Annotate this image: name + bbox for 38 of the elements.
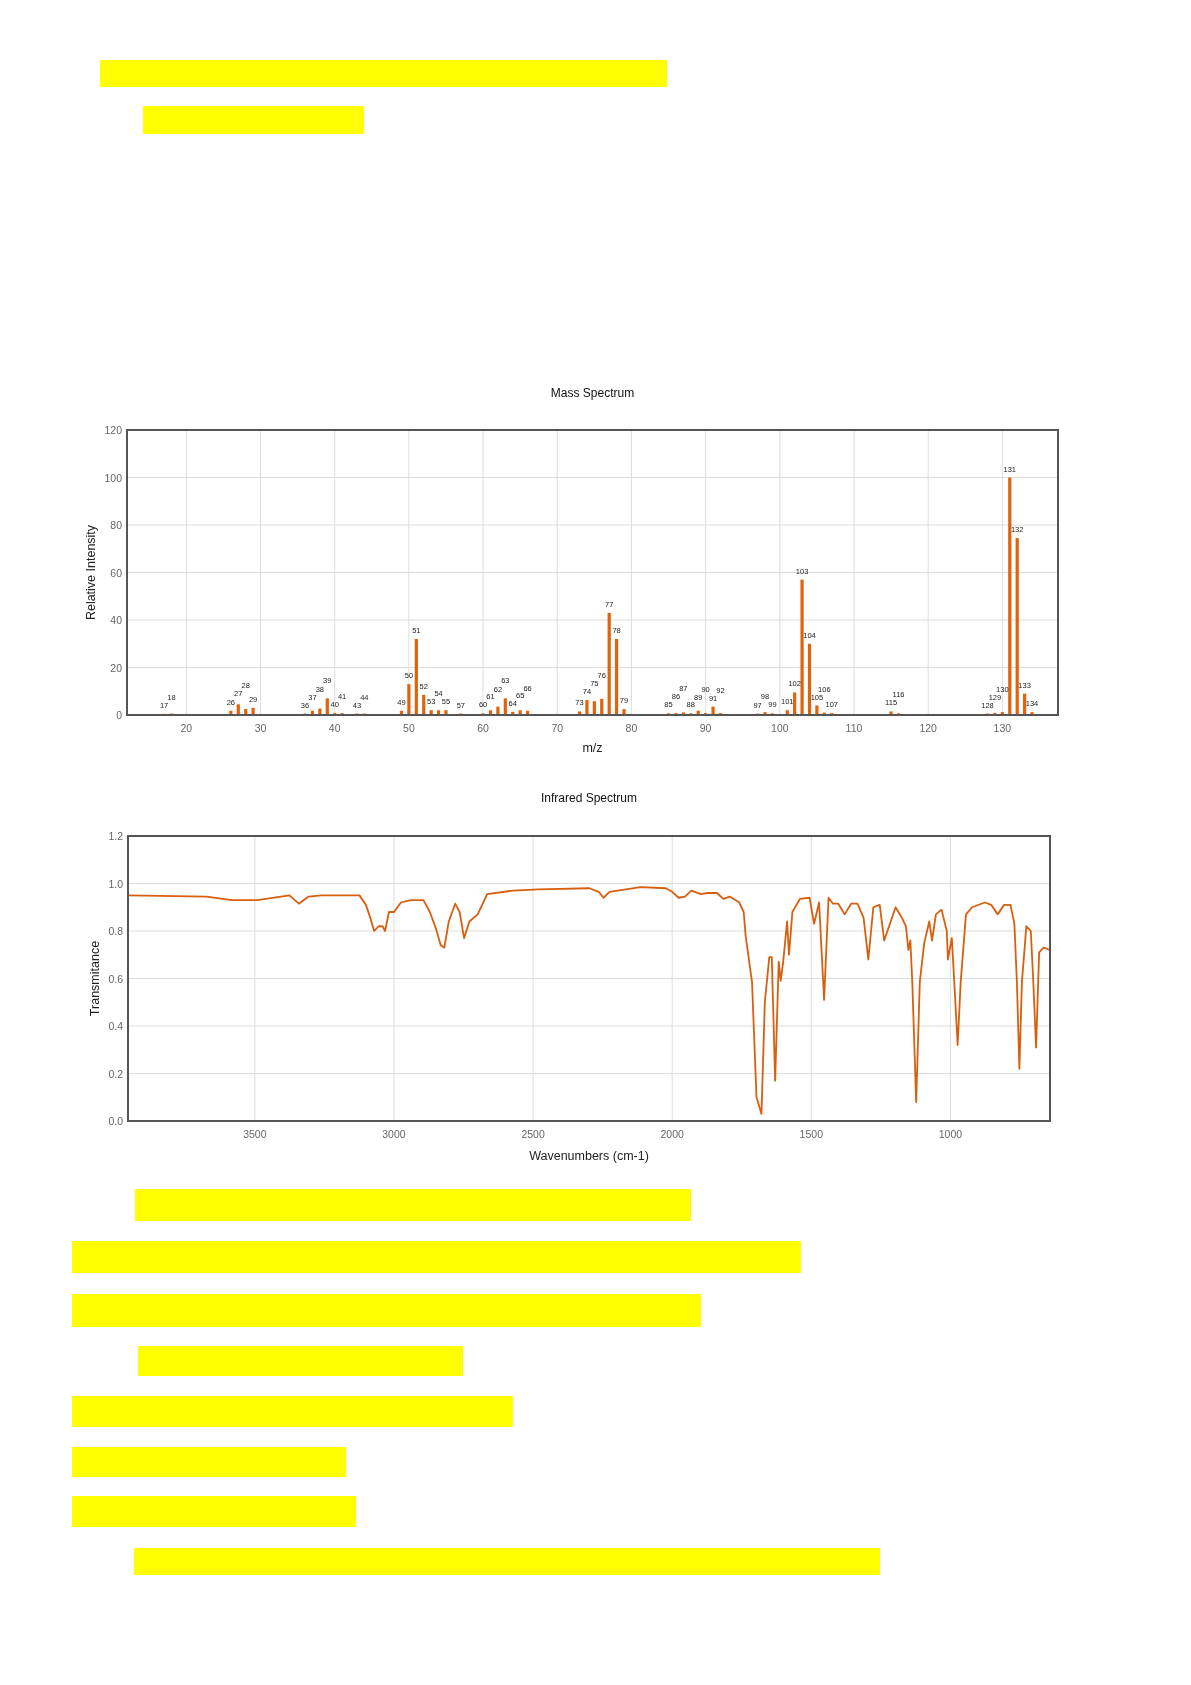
x-tick-label: 120 <box>919 722 938 734</box>
y-tick-label: 0.4 <box>108 1020 124 1032</box>
x-tick-label: 100 <box>771 722 789 734</box>
x-tick-label: 70 <box>551 722 564 734</box>
x-tick-label: 3000 <box>382 1128 406 1140</box>
y-tick-label: 1.0 <box>108 877 124 890</box>
x-tick-label: 90 <box>699 722 712 734</box>
y-tick-label: 0.0 <box>108 1115 124 1127</box>
y-tick-label: 0.2 <box>108 1067 124 1080</box>
x-tick-label: 40 <box>328 722 341 734</box>
y-tick-label: 80 <box>110 519 123 531</box>
y-tick-label: 1.2 <box>108 830 124 842</box>
y-tick-label: 0.8 <box>108 925 124 937</box>
y-tick-label: 100 <box>104 471 123 484</box>
y-tick-label: 20 <box>110 661 123 674</box>
x-tick-label: 130 <box>993 722 1012 734</box>
y-tick-label: 0 <box>116 709 123 721</box>
x-tick-label: 2000 <box>660 1128 685 1140</box>
x-tick-label: 1000 <box>938 1128 963 1140</box>
y-axis-title: Relative Intensity <box>84 524 98 621</box>
x-tick-label: 30 <box>254 722 267 734</box>
x-tick-label: 110 <box>845 722 863 734</box>
x-axis-title: m/z <box>582 741 603 755</box>
x-tick-label: 20 <box>180 722 193 734</box>
y-tick-label: 0.6 <box>108 972 124 985</box>
x-axis-title: Wavenumbers (cm-1) <box>529 1149 649 1163</box>
y-tick-label: 40 <box>110 614 123 626</box>
x-tick-label: 1500 <box>799 1128 824 1140</box>
y-axis-title: Transmitance <box>88 940 102 1017</box>
chart-title: Mass Spectrum <box>550 386 635 400</box>
y-tick-label: 120 <box>104 424 123 436</box>
y-tick-label: 60 <box>110 566 123 579</box>
x-tick-label: 60 <box>477 722 490 734</box>
chart-title: Infrared Spectrum <box>540 791 638 805</box>
x-tick-label: 80 <box>625 722 638 734</box>
x-tick-label: 3500 <box>243 1128 267 1140</box>
x-tick-label: 2500 <box>521 1128 545 1140</box>
x-tick-label: 50 <box>403 722 415 734</box>
